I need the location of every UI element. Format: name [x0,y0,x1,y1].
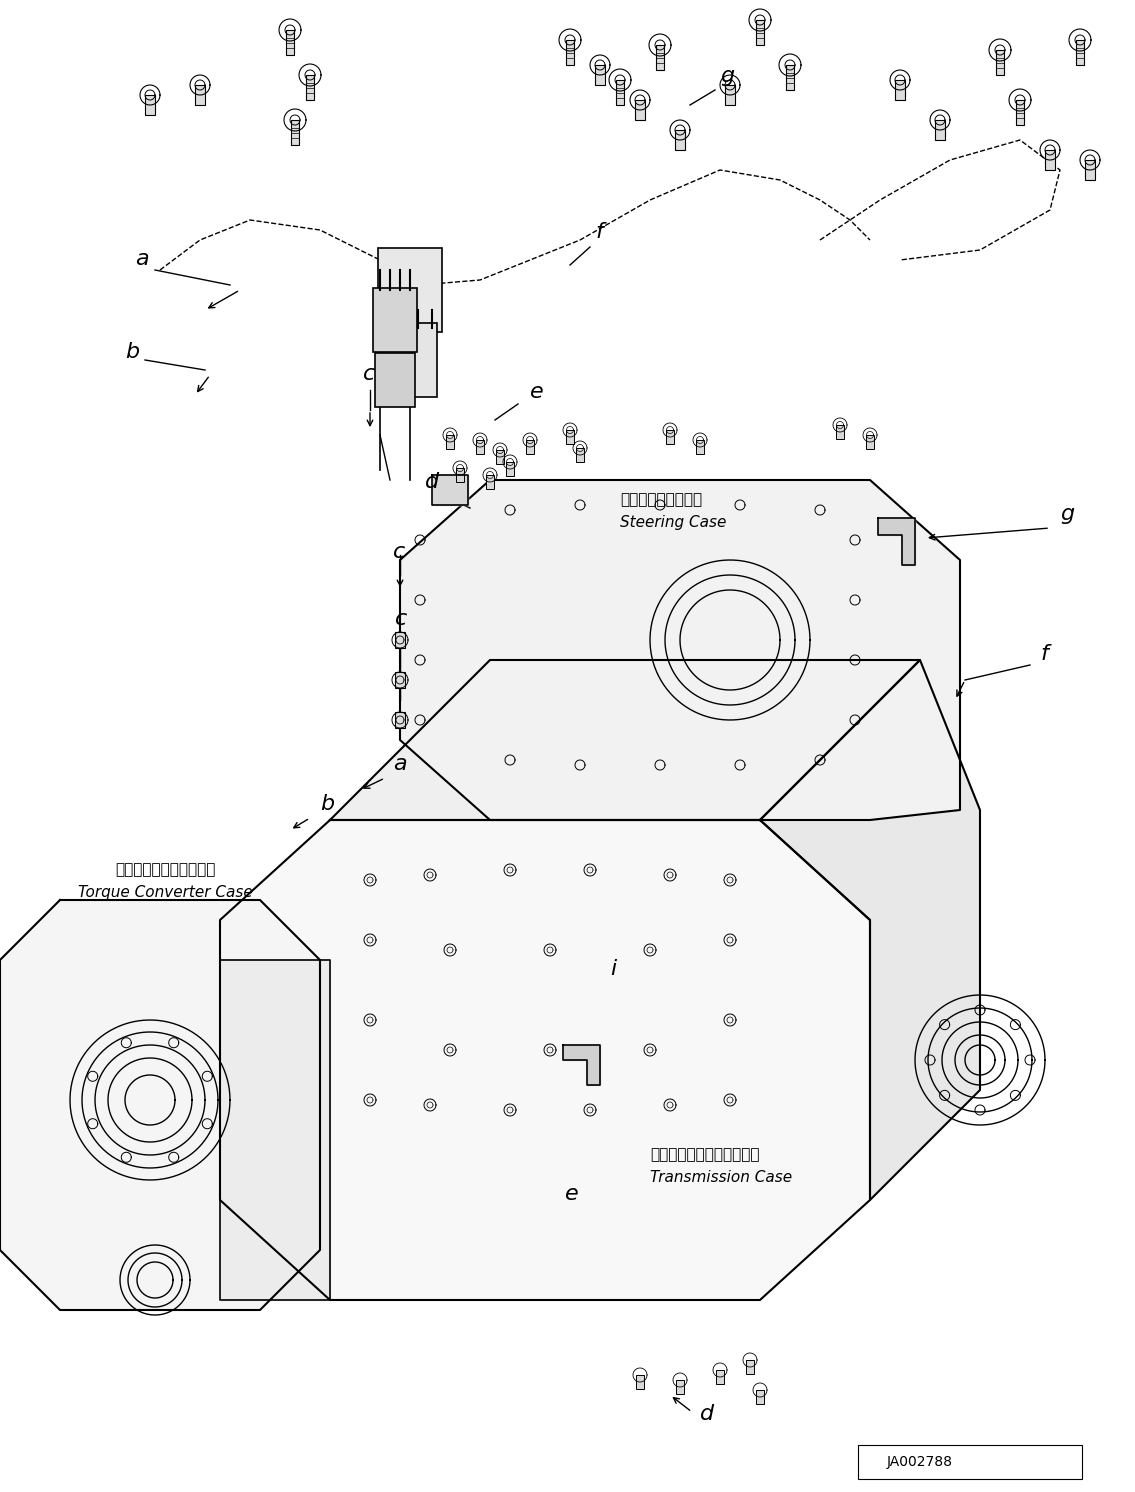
Polygon shape [563,1044,600,1085]
FancyBboxPatch shape [195,85,205,104]
Polygon shape [0,900,320,1310]
FancyBboxPatch shape [526,440,533,454]
Text: ステアリングケース: ステアリングケース [620,492,703,507]
FancyBboxPatch shape [306,75,314,100]
Text: b: b [125,342,140,363]
Text: c: c [363,364,376,383]
Text: a: a [135,249,149,269]
Text: トランスミッションケース: トランスミッションケース [650,1147,759,1162]
FancyBboxPatch shape [1085,160,1095,181]
Text: d: d [700,1404,714,1423]
FancyBboxPatch shape [1016,100,1024,125]
Text: トルクコンバータケース: トルクコンバータケース [115,862,216,877]
Text: e: e [565,1185,579,1204]
FancyBboxPatch shape [382,322,437,397]
FancyBboxPatch shape [836,425,844,439]
Text: c: c [393,542,405,562]
Text: g: g [1060,504,1074,524]
FancyBboxPatch shape [595,66,605,85]
Text: g: g [720,66,734,87]
FancyBboxPatch shape [145,95,155,115]
FancyBboxPatch shape [858,1444,1082,1479]
FancyBboxPatch shape [616,81,624,104]
Polygon shape [760,659,980,1200]
FancyBboxPatch shape [486,474,494,489]
Polygon shape [878,518,915,565]
FancyBboxPatch shape [656,45,664,70]
Text: a: a [393,753,406,774]
FancyBboxPatch shape [456,468,464,482]
FancyBboxPatch shape [566,430,574,445]
FancyBboxPatch shape [746,1361,754,1374]
Polygon shape [400,480,960,821]
FancyBboxPatch shape [395,633,405,648]
FancyBboxPatch shape [636,1376,644,1389]
Polygon shape [220,959,330,1300]
FancyBboxPatch shape [496,451,504,464]
FancyBboxPatch shape [866,436,874,449]
FancyBboxPatch shape [395,712,405,728]
Text: Transmission Case: Transmission Case [650,1170,792,1185]
FancyBboxPatch shape [935,119,945,140]
FancyBboxPatch shape [725,85,735,104]
FancyBboxPatch shape [696,440,704,454]
FancyBboxPatch shape [1045,151,1056,170]
FancyBboxPatch shape [378,248,442,333]
FancyBboxPatch shape [676,1380,684,1394]
FancyBboxPatch shape [506,463,514,476]
Text: Steering Case: Steering Case [620,515,726,530]
Text: f: f [595,222,603,242]
FancyBboxPatch shape [787,66,794,90]
FancyBboxPatch shape [575,448,585,463]
Polygon shape [220,821,871,1300]
Text: d: d [424,471,439,492]
Text: f: f [1040,645,1048,664]
FancyBboxPatch shape [1076,40,1084,66]
Text: Torque Converter Case: Torque Converter Case [77,885,252,900]
Polygon shape [432,474,468,504]
Polygon shape [330,659,920,821]
FancyBboxPatch shape [375,354,415,407]
Text: b: b [320,794,334,815]
FancyBboxPatch shape [476,440,484,454]
FancyBboxPatch shape [675,130,686,151]
FancyBboxPatch shape [373,288,417,352]
Text: e: e [530,382,544,401]
FancyBboxPatch shape [446,436,454,449]
FancyBboxPatch shape [896,81,905,100]
FancyBboxPatch shape [756,19,764,45]
FancyBboxPatch shape [716,1370,724,1385]
FancyBboxPatch shape [634,100,645,119]
Text: JA002788: JA002788 [886,1455,953,1470]
FancyBboxPatch shape [566,40,574,66]
Text: c: c [395,609,407,630]
FancyBboxPatch shape [286,30,294,55]
FancyBboxPatch shape [666,430,674,445]
FancyBboxPatch shape [395,671,405,688]
FancyBboxPatch shape [291,119,299,145]
FancyBboxPatch shape [756,1391,764,1404]
FancyBboxPatch shape [997,51,1004,75]
Text: i: i [609,959,616,979]
